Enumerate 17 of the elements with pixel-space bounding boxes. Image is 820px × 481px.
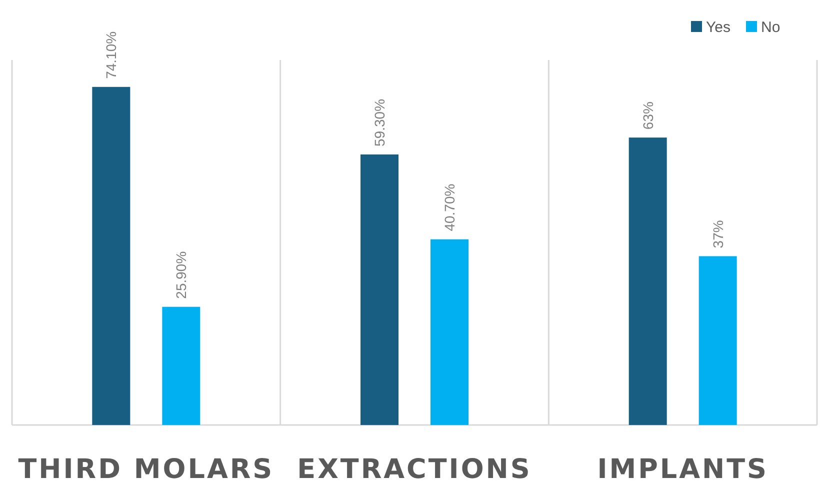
bar bbox=[698, 256, 737, 425]
bar bbox=[360, 154, 398, 425]
bar bbox=[430, 239, 468, 425]
data-label: 59.30% bbox=[372, 98, 388, 146]
data-label: 74.10% bbox=[103, 31, 120, 79]
bar bbox=[162, 306, 200, 425]
x-tick-label: EXTRACTIONS bbox=[297, 454, 532, 481]
legend-label: Yes bbox=[706, 19, 730, 36]
data-label: 63% bbox=[640, 102, 656, 130]
legend-label: No bbox=[761, 19, 780, 36]
bar bbox=[92, 86, 130, 425]
bar bbox=[628, 138, 667, 425]
x-tick-label: THIRD MOLARS bbox=[18, 454, 274, 481]
x-tick-label: IMPLANTS bbox=[597, 454, 768, 481]
data-label: 25.90% bbox=[173, 251, 190, 299]
data-label: 40.70% bbox=[442, 184, 458, 232]
data-label: 37% bbox=[710, 220, 726, 248]
